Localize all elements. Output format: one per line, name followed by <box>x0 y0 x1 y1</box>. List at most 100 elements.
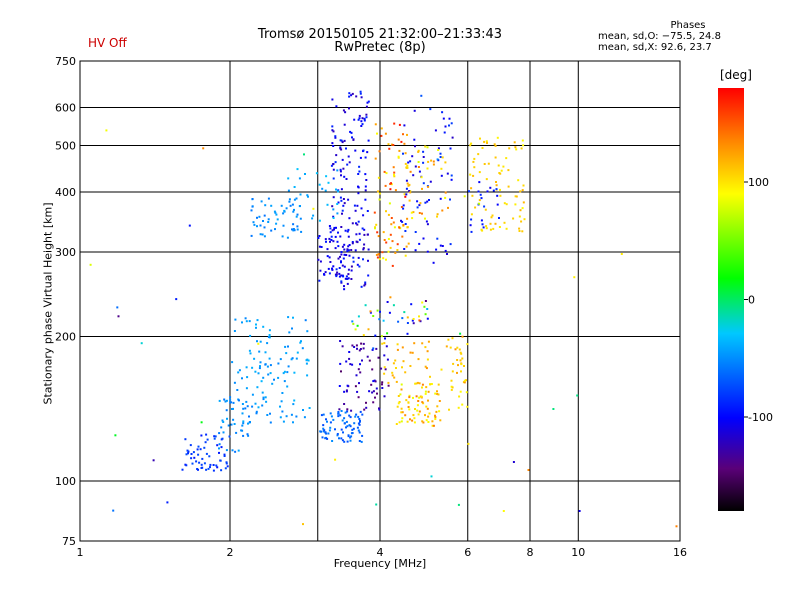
data-point <box>349 416 352 419</box>
data-point <box>253 357 256 360</box>
data-point <box>242 407 245 410</box>
data-point <box>287 177 290 180</box>
data-point <box>478 199 481 202</box>
data-point <box>394 359 397 362</box>
x-tick-label: 16 <box>673 546 687 559</box>
data-point <box>221 419 224 422</box>
data-point <box>343 175 346 178</box>
data-point <box>322 430 325 433</box>
data-point <box>248 415 250 418</box>
data-point <box>378 318 381 321</box>
data-point <box>392 304 395 307</box>
data-point <box>336 433 339 435</box>
data-point <box>514 203 517 206</box>
data-point <box>327 432 330 435</box>
data-point <box>405 187 408 190</box>
data-point <box>237 449 240 452</box>
data-point <box>405 166 408 169</box>
data-point <box>360 440 363 443</box>
data-point <box>434 392 437 395</box>
data-point <box>397 155 400 158</box>
data-point <box>348 357 351 360</box>
data-point <box>292 316 294 319</box>
data-point <box>404 195 407 198</box>
data-point <box>296 228 299 231</box>
data-point <box>341 212 343 215</box>
data-point <box>463 379 466 382</box>
data-point <box>413 417 416 420</box>
x-tick-label: 8 <box>527 546 534 559</box>
data-point <box>452 362 455 365</box>
data-point <box>190 457 193 460</box>
data-point <box>451 337 454 340</box>
data-point <box>340 139 343 142</box>
data-point <box>350 278 353 280</box>
data-point <box>427 160 430 163</box>
data-point <box>200 434 203 437</box>
data-point <box>193 456 196 459</box>
data-point <box>443 131 446 134</box>
data-point <box>497 164 500 167</box>
data-point <box>396 249 399 251</box>
data-point <box>406 217 409 220</box>
data-point <box>361 434 364 437</box>
data-point <box>425 419 428 422</box>
data-point <box>398 226 401 229</box>
data-point <box>351 428 354 431</box>
y-axis-label: Stationary phase Virtual Height [km] <box>41 202 55 405</box>
data-point <box>220 426 223 429</box>
data-point <box>422 237 425 240</box>
data-point <box>235 431 238 434</box>
data-point <box>256 340 258 343</box>
data-point <box>426 350 429 353</box>
data-point <box>477 190 480 193</box>
data-point <box>288 331 291 334</box>
data-point <box>431 424 434 427</box>
data-point <box>351 363 354 366</box>
data-point <box>372 390 375 393</box>
data-point <box>422 156 425 158</box>
data-point <box>277 376 280 379</box>
data-point <box>385 345 388 348</box>
data-point <box>299 205 301 207</box>
data-point <box>492 227 495 230</box>
data-point <box>349 439 352 442</box>
data-point <box>398 123 401 126</box>
data-point <box>374 334 377 337</box>
data-point <box>495 184 498 187</box>
data-point <box>484 208 487 211</box>
data-point <box>262 398 265 401</box>
data-point <box>341 419 344 422</box>
data-point <box>446 172 449 175</box>
data-point <box>387 213 390 216</box>
data-point <box>222 421 225 423</box>
data-point <box>439 197 442 200</box>
data-point <box>341 439 344 442</box>
data-point <box>396 405 399 408</box>
data-point <box>265 400 268 403</box>
data-point <box>459 390 462 393</box>
data-point <box>339 340 342 342</box>
data-point <box>372 315 375 317</box>
data-point <box>229 398 232 401</box>
data-point <box>372 380 375 383</box>
data-point <box>420 395 423 398</box>
data-point <box>489 222 492 225</box>
data-point <box>267 218 270 221</box>
data-point <box>340 274 343 277</box>
data-point <box>409 170 412 173</box>
data-point <box>255 412 258 415</box>
data-point <box>337 190 339 193</box>
data-point <box>421 342 424 345</box>
data-point <box>503 221 506 224</box>
data-point <box>348 107 350 110</box>
data-point <box>450 388 453 391</box>
data-point <box>377 235 380 238</box>
data-point <box>426 250 429 253</box>
data-point <box>205 468 208 471</box>
data-point <box>233 330 236 332</box>
data-point <box>466 343 469 346</box>
data-point <box>437 393 440 396</box>
data-point <box>343 202 346 205</box>
